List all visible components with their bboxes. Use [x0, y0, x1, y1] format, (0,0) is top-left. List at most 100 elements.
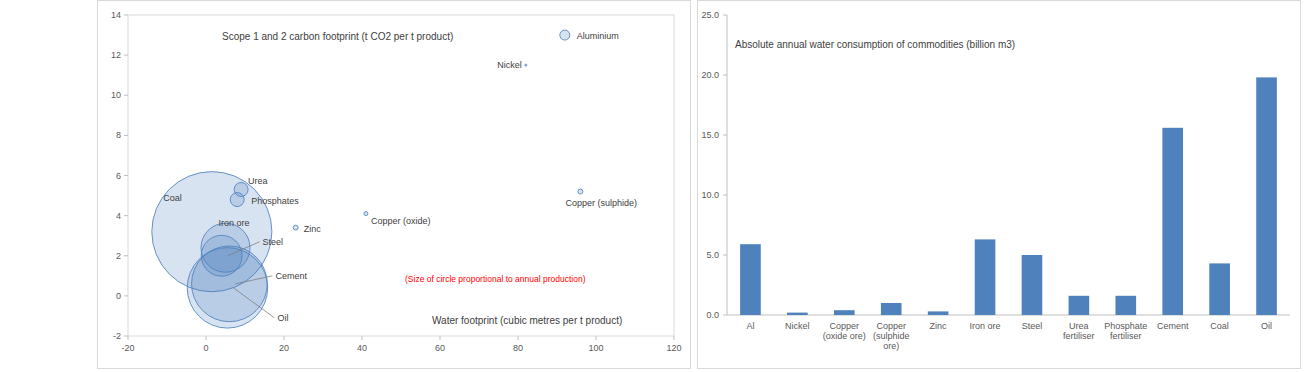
bar: [1162, 128, 1183, 315]
chart-border: [698, 1, 1301, 369]
x-tick-label: 40: [357, 343, 367, 353]
bubble: [364, 212, 368, 216]
point-label: Copper (sulphide): [565, 198, 637, 208]
bar: [1209, 263, 1230, 315]
tick-mark: [124, 336, 128, 337]
point-label: Aluminium: [577, 31, 619, 41]
bar: [1256, 77, 1277, 315]
y-tick-label: 4: [116, 211, 121, 221]
tick-mark: [124, 215, 128, 216]
tick-mark: [124, 295, 128, 296]
bar: [1022, 255, 1043, 315]
tick-mark: [723, 195, 727, 196]
y-tick-label: 0: [116, 291, 121, 301]
x-tick-label: Iron ore: [970, 321, 1001, 331]
bar: [975, 239, 996, 315]
x-axis-label: Water footprint (cubic metres per t prod…: [432, 315, 622, 326]
chart-border: [98, 1, 691, 369]
tick-mark: [723, 75, 727, 76]
leader-line: [228, 242, 260, 256]
x-tick-label: 120: [666, 343, 681, 353]
x-tick-label: -20: [121, 343, 134, 353]
y-tick-label: 2: [116, 251, 121, 261]
tick-mark: [518, 336, 519, 340]
tick-mark: [723, 315, 727, 316]
y-tick-label: 14: [111, 10, 121, 20]
bubble: [525, 64, 527, 66]
tick-mark: [124, 95, 128, 96]
tick-mark: [596, 336, 597, 340]
x-axis-line: [727, 315, 1290, 316]
x-tick-label: Nickel: [785, 321, 810, 331]
point-label: Urea: [248, 176, 268, 186]
point-label: Copper (oxide): [371, 216, 431, 226]
y-tick-label: 8: [116, 130, 121, 140]
x-tick-label: 80: [513, 343, 523, 353]
x-tick-label: Zinc: [930, 321, 948, 331]
bubble: [187, 248, 267, 328]
tick-mark: [124, 15, 128, 16]
y-tick-label: 15.0: [701, 130, 719, 140]
y-tick-label: 12: [111, 50, 121, 60]
scatter-chart: -20020406080100120-202468101214Aluminium…: [98, 1, 691, 369]
bar-chart: 0.05.010.015.020.025.0AlNickelCopper(oxi…: [698, 1, 1301, 369]
bubble: [293, 225, 298, 230]
point-label: Zinc: [304, 224, 322, 234]
bar: [787, 313, 808, 315]
y-tick-label: 0.0: [706, 310, 719, 320]
tick-mark: [723, 15, 727, 16]
tick-mark: [674, 336, 675, 340]
bar: [834, 310, 855, 315]
bar: [1115, 296, 1136, 315]
y-tick-label: 10: [111, 90, 121, 100]
x-tick-label: 0: [203, 343, 208, 353]
x-tick-label: Al: [746, 321, 754, 331]
point-label: Coal: [163, 193, 182, 203]
point-label: Iron ore: [219, 218, 250, 228]
x-tick-label: Oil: [1261, 321, 1272, 331]
point-label: Cement: [275, 271, 307, 281]
x-tick-label: Coal: [1210, 321, 1229, 331]
x-tick-label: Phosphatefertiliser: [1104, 321, 1147, 341]
tick-mark: [723, 255, 727, 256]
point-labels: Aluminium Nickel Copper (sulphide) Copper (…: [163, 31, 637, 323]
bubble: [578, 189, 583, 194]
y-tick-label: 20.0: [701, 70, 719, 80]
plot-frame: [128, 15, 674, 336]
bubble: [560, 30, 570, 40]
leader-line: [235, 276, 272, 284]
tick-mark: [124, 55, 128, 56]
point-label: Oil: [277, 313, 288, 323]
bars: [740, 77, 1277, 315]
bar: [928, 311, 949, 315]
tick-mark: [124, 175, 128, 176]
y-tick-label: 25.0: [701, 10, 719, 20]
y-tick-label: 5.0: [706, 250, 719, 260]
chart-title: Scope 1 and 2 carbon footprint (t CO2 pe…: [222, 31, 453, 42]
x-tick-label: 100: [588, 343, 603, 353]
tick-mark: [124, 135, 128, 136]
bar: [1069, 296, 1090, 315]
chart-title: Absolute annual water consumption of com…: [735, 39, 1015, 50]
y-tick-label: 10.0: [701, 190, 719, 200]
x-tick-label: Steel: [1022, 321, 1043, 331]
x-tick-label: 20: [279, 343, 289, 353]
tick-mark: [284, 336, 285, 340]
tick-mark: [362, 336, 363, 340]
tick-mark: [124, 255, 128, 256]
point-label: Steel: [263, 237, 284, 247]
y-tick-label: 6: [116, 171, 121, 181]
bar: [881, 303, 902, 315]
figure: -20020406080100120-202468101214Aluminium…: [0, 0, 1312, 372]
x-tick-label: Ureafertiliser: [1063, 321, 1095, 341]
y-tick-label: -2: [113, 331, 121, 341]
point-label: Nickel: [497, 60, 522, 70]
tick-mark: [128, 336, 129, 340]
bar: [740, 244, 761, 315]
tick-mark: [206, 336, 207, 340]
annotation: (Size of circle proportional to annual p…: [405, 274, 586, 284]
leader-line: [233, 288, 274, 318]
y-axis-line: [727, 15, 728, 315]
point-label: Phosphates: [251, 196, 299, 206]
x-tick-label: Copper(sulphideore): [873, 321, 910, 351]
